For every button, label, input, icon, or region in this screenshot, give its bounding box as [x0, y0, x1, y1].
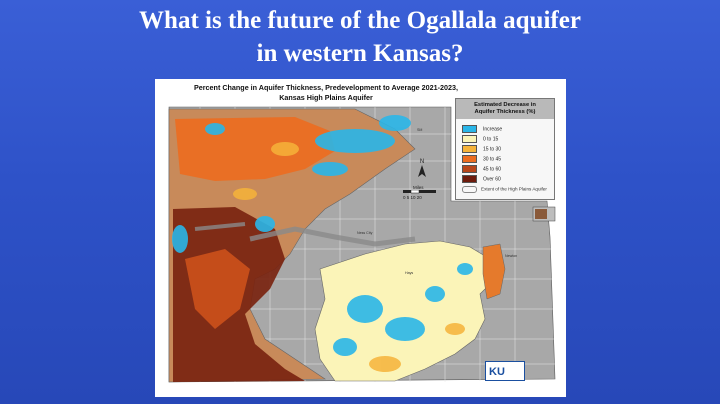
legend-title: Estimated Decrease in Aquifer Thickness … [456, 99, 554, 119]
legend-item-30-45: 30 to 45 [462, 155, 501, 163]
legend-item-over-60: Over 60 [462, 175, 501, 183]
legend-title-line2: Aquifer Thickness (%) [474, 109, 536, 115]
legend: Estimated Decrease in Aquifer Thickness … [455, 98, 555, 200]
legend-swatch [462, 145, 477, 153]
legend-swatch [462, 125, 477, 133]
legend-swatch [462, 165, 477, 173]
aquifer-map: SM Ness City Newton Hays [168, 106, 556, 383]
county-label: SM [417, 128, 422, 132]
increase-patches [172, 115, 473, 356]
legend-swatch [462, 155, 477, 163]
locator-inset [532, 206, 556, 222]
legend-item-0-15: 0 to 15 [462, 135, 498, 143]
scale-label: Miles [413, 185, 424, 190]
legend-item-45-60: 45 to 60 [462, 165, 501, 173]
legend-swatch [462, 175, 477, 183]
decline-zone-southwest-orange [185, 249, 250, 329]
scale-ticks: 0 5 10 20 [403, 195, 422, 200]
slide-title-line1: What is the future of the Ogallala aquif… [139, 7, 581, 34]
scale-bar: Miles 0 5 10 20 [403, 185, 437, 200]
county-label: Hays [405, 271, 413, 275]
map-title-line2: Kansas High Plains Aquifer [279, 92, 373, 102]
aquifer-extent-far-east [482, 243, 506, 300]
legend-item-extent: Extent of the High Plains Aquifer [462, 186, 547, 193]
moderate-decline-patches [233, 142, 465, 372]
north-arrow: N [418, 159, 426, 179]
county-label: Ness City [357, 231, 373, 235]
county-label: Newton [505, 254, 517, 258]
river-corridor [249, 226, 416, 247]
map-title: Percent Change in Aquifer Thickness, Pre… [161, 83, 491, 102]
ku-logo: KU [485, 361, 525, 381]
slide-title: What is the future of the Ogallala aquif… [0, 4, 720, 70]
legend-item-15-30: 15 to 30 [462, 145, 501, 153]
aquifer-map-figure: SM Ness City Newton Hays Percent Change … [155, 79, 566, 397]
north-label: N [419, 159, 425, 165]
legend-item-increase: Increase [462, 125, 502, 133]
river-corridor-2 [194, 222, 246, 231]
extent-outline-icon [462, 186, 477, 193]
legend-swatch [462, 135, 477, 143]
legend-title-line1: Estimated Decrease in [474, 102, 536, 108]
north-arrow-icon [418, 165, 426, 177]
aquifer-extent-east [314, 240, 496, 382]
slide-title-line2: in western Kansas? [256, 40, 464, 67]
scale-bar-graphic [403, 189, 436, 194]
map-title-line1: Percent Change in Aquifer Thickness, Pre… [193, 83, 459, 92]
